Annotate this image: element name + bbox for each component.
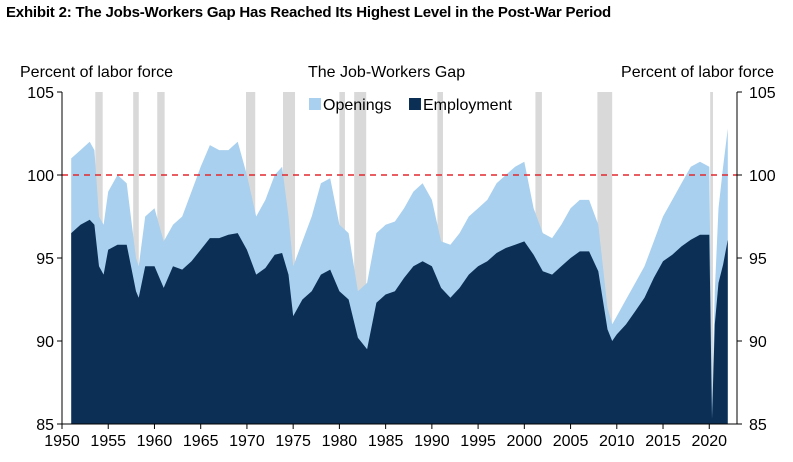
y-tick-label-right-95: 95 bbox=[749, 251, 767, 268]
x-tick-label-1970: 1970 bbox=[229, 433, 265, 450]
y-tick-label-left-90: 90 bbox=[36, 334, 54, 351]
x-tick-label-2020: 2020 bbox=[691, 433, 727, 450]
chart-title: The Job-Workers Gap bbox=[308, 64, 465, 81]
series-employment-area bbox=[71, 219, 728, 424]
legend-label-openings: Openings bbox=[323, 97, 392, 114]
area-series bbox=[71, 128, 728, 424]
x-tick-label-1990: 1990 bbox=[414, 433, 450, 450]
y-tick-label-left-100: 100 bbox=[27, 168, 54, 185]
y-tick-label-right-85: 85 bbox=[749, 417, 767, 434]
recession-bar-10 bbox=[710, 92, 713, 424]
x-tick-label-1965: 1965 bbox=[183, 433, 219, 450]
axis-ticks: 85 85 90 90 95 95 100 100 105 105 1950 1955 1960 1965… bbox=[27, 85, 776, 450]
y-tick-label-left-95: 95 bbox=[36, 251, 54, 268]
y-tick-label-right-105: 105 bbox=[749, 85, 776, 102]
legend: Openings Employment bbox=[309, 97, 512, 114]
y-tick-label-right-90: 90 bbox=[749, 334, 767, 351]
x-tick-label-1980: 1980 bbox=[322, 433, 358, 450]
legend-swatch-openings bbox=[309, 98, 321, 110]
x-tick-label-2010: 2010 bbox=[599, 433, 635, 450]
legend-swatch-employment bbox=[409, 98, 421, 110]
x-tick-label-2005: 2005 bbox=[553, 433, 589, 450]
y-tick-label-left-105: 105 bbox=[27, 85, 54, 102]
x-tick-label-1960: 1960 bbox=[137, 433, 173, 450]
x-tick-label-1985: 1985 bbox=[368, 433, 404, 450]
exhibit-title: Exhibit 2: The Jobs-Workers Gap Has Reac… bbox=[6, 4, 612, 21]
x-tick-label-1975: 1975 bbox=[275, 433, 311, 450]
x-tick-label-1955: 1955 bbox=[90, 433, 126, 450]
x-tick-label-1950: 1950 bbox=[44, 433, 80, 450]
x-tick-label-2000: 2000 bbox=[507, 433, 543, 450]
legend-label-employment: Employment bbox=[423, 97, 512, 114]
y-tick-label-right-100: 100 bbox=[749, 168, 776, 185]
x-tick-label-2015: 2015 bbox=[645, 433, 681, 450]
y-tick-label-left-85: 85 bbox=[36, 417, 54, 434]
y-axis-left-label: Percent of labor force bbox=[20, 64, 173, 81]
x-tick-label-1995: 1995 bbox=[460, 433, 496, 450]
y-axis-right-label: Percent of labor force bbox=[621, 64, 774, 81]
